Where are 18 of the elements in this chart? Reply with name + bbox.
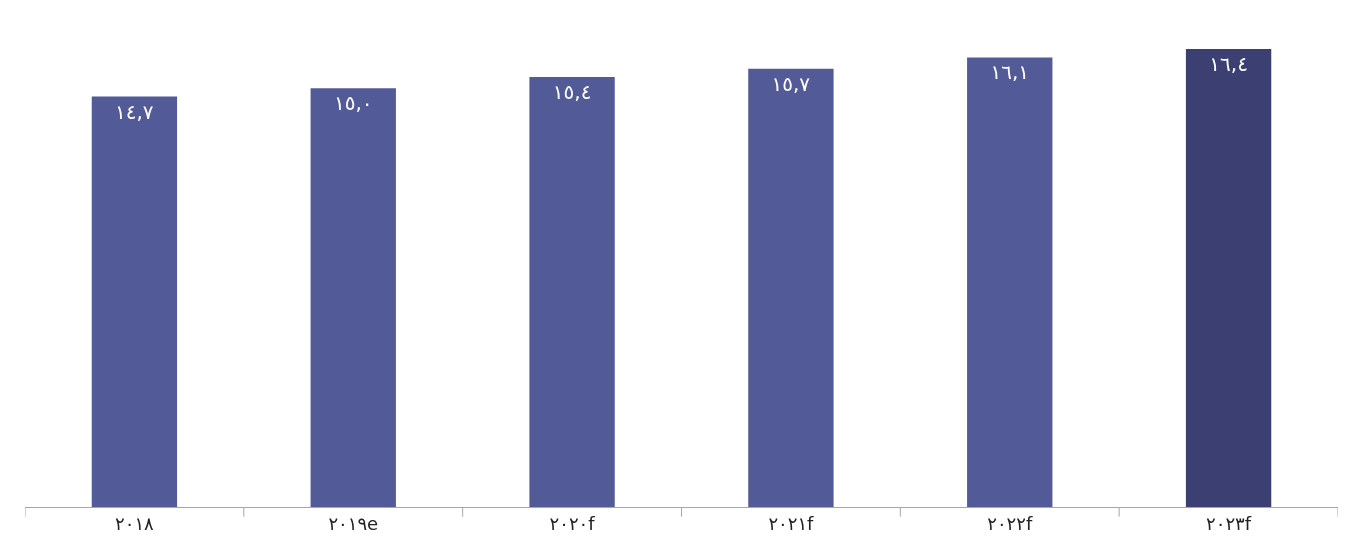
data-label: ١٥,٠	[333, 91, 373, 116]
x-tick-label: ٢٠١٩e	[328, 512, 379, 534]
x-tick-label: ٢٠٢٣f	[1206, 512, 1252, 534]
bar	[91, 96, 178, 507]
bar	[529, 77, 615, 507]
data-label: ١٦,١	[990, 60, 1030, 85]
x-tick-label: ٢٠١٨	[115, 512, 155, 534]
bar	[1185, 49, 1272, 507]
data-label: ١٥,٤	[552, 80, 592, 105]
data-label: ١٤,٧	[114, 99, 154, 124]
bar	[310, 88, 396, 507]
data-label: ١٦,٤	[1209, 52, 1248, 77]
x-tick-label: ٢٠٢٠f	[549, 512, 596, 534]
bar	[748, 68, 834, 507]
x-tick-label: ٢٠٢١f	[768, 512, 815, 534]
bar	[967, 57, 1053, 507]
x-tick-label: ٢٠٢٢f	[987, 512, 1033, 534]
data-label: ١٥,٧	[771, 71, 811, 96]
